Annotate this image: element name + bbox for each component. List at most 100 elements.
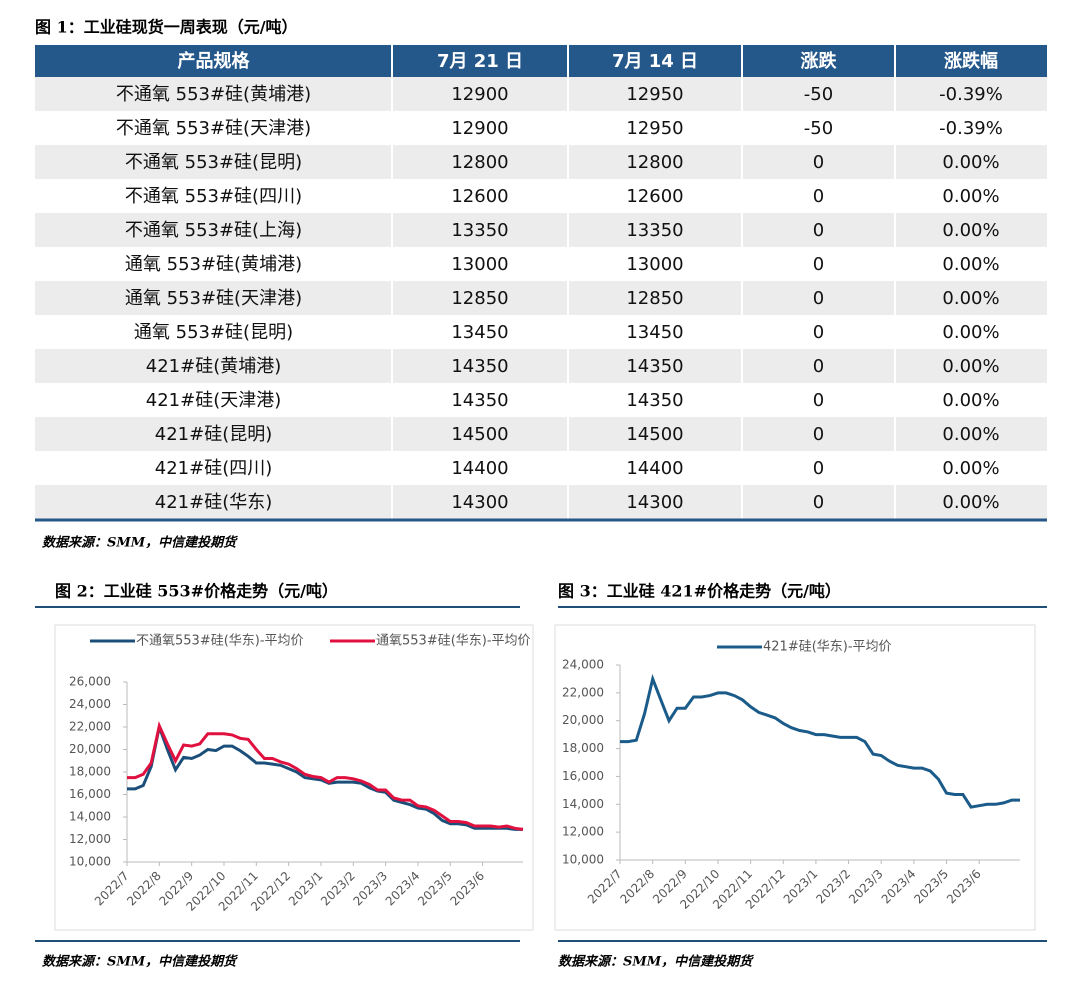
table-header bbox=[35, 45, 1047, 77]
table-cell: 14500 bbox=[451, 424, 508, 445]
table-cell: 14500 bbox=[626, 424, 683, 445]
chart-frame bbox=[54, 624, 534, 931]
table-cell: 通氧 553#硅(黄埔港) bbox=[125, 254, 302, 275]
table-row bbox=[35, 451, 1047, 485]
table-cell: 12600 bbox=[451, 186, 508, 207]
table-row bbox=[35, 417, 1047, 451]
table-cell: 12950 bbox=[626, 118, 683, 139]
table-cell: 12900 bbox=[451, 118, 508, 139]
legend-label: 421#硅(华东)-平均价 bbox=[763, 640, 892, 655]
table-cell: 0.00% bbox=[942, 254, 999, 275]
table-row bbox=[35, 213, 1047, 247]
table-cell: 0 bbox=[813, 220, 824, 241]
table-cell: 0 bbox=[813, 492, 824, 513]
table-row bbox=[35, 383, 1047, 417]
header-cell: 涨跌幅 bbox=[944, 50, 998, 72]
y-tick-label: 22,000 bbox=[562, 685, 604, 699]
table-cell: 13350 bbox=[626, 220, 683, 241]
y-tick-label: 12,000 bbox=[69, 832, 111, 846]
y-tick-label: 24,000 bbox=[562, 658, 604, 672]
table-cell: 0.00% bbox=[942, 356, 999, 377]
table-cell: 12850 bbox=[626, 288, 683, 309]
table-cell: 14350 bbox=[626, 356, 683, 377]
table-cell: 0 bbox=[813, 458, 824, 479]
x-tick-label: 2022/8 bbox=[617, 867, 657, 907]
table-cell: 14350 bbox=[451, 390, 508, 411]
table-source: 数据来源：SMM，中信建投期货 bbox=[42, 535, 238, 551]
table-row bbox=[35, 247, 1047, 281]
x-tick-label: 2022/7 bbox=[585, 867, 625, 907]
table-cell: 0.00% bbox=[942, 288, 999, 309]
chart-title: 图 3：工业硅 421#价格走势（元/吨） bbox=[558, 582, 841, 601]
table-title: 图 1：工业硅现货一周表现（元/吨） bbox=[35, 18, 298, 37]
table-cell: 通氧 553#硅(昆明) bbox=[134, 322, 293, 343]
table-cell: 13000 bbox=[626, 254, 683, 275]
x-tick-label: 2022/8 bbox=[124, 869, 164, 909]
table-cell: 12800 bbox=[451, 152, 508, 173]
x-tick-label: 2023/2 bbox=[813, 867, 853, 907]
y-tick-label: 14,000 bbox=[562, 797, 604, 811]
y-tick-label: 20,000 bbox=[562, 713, 604, 727]
table-cell: 421#硅(天津港) bbox=[146, 390, 281, 411]
table-row bbox=[35, 145, 1047, 179]
table-cell: 0 bbox=[813, 356, 824, 377]
table-cell: 13450 bbox=[626, 322, 683, 343]
table-cell: 0 bbox=[813, 322, 824, 343]
table-row bbox=[35, 111, 1047, 145]
chart-title: 图 2：工业硅 553#价格走势（元/吨） bbox=[55, 582, 338, 601]
table-cell: 0.00% bbox=[942, 322, 999, 343]
table-row bbox=[35, 281, 1047, 315]
table-cell: 13350 bbox=[451, 220, 508, 241]
table-row bbox=[35, 77, 1047, 111]
y-tick-label: 12,000 bbox=[562, 825, 604, 839]
y-tick-label: 18,000 bbox=[562, 741, 604, 755]
y-tick-label: 10,000 bbox=[69, 855, 111, 869]
table-cell: 不通氧 553#硅(昆明) bbox=[125, 152, 302, 173]
table-row bbox=[35, 179, 1047, 213]
table-cell: 12950 bbox=[626, 84, 683, 105]
table-cell: 12900 bbox=[451, 84, 508, 105]
table-row bbox=[35, 315, 1047, 349]
y-tick-label: 18,000 bbox=[69, 765, 111, 779]
y-tick-label: 24,000 bbox=[69, 697, 111, 711]
table-cell: 0 bbox=[813, 152, 824, 173]
table-row bbox=[35, 485, 1047, 519]
header-cell: 7月 21 日 bbox=[437, 51, 523, 72]
series-line bbox=[127, 721, 524, 831]
y-tick-label: 16,000 bbox=[562, 769, 604, 783]
table-cell: 通氧 553#硅(天津港) bbox=[125, 288, 302, 309]
chart-frame bbox=[554, 624, 1036, 931]
table-cell: 0.00% bbox=[942, 390, 999, 411]
table-cell: 421#硅(黄埔港) bbox=[146, 356, 281, 377]
table-cell: 0 bbox=[813, 390, 824, 411]
x-tick-label: 2023/6 bbox=[447, 869, 487, 909]
table-cell: 0.00% bbox=[942, 492, 999, 513]
x-tick-label: 2023/6 bbox=[944, 867, 984, 907]
table-cell: -0.39% bbox=[939, 84, 1003, 105]
header-cell: 产品规格 bbox=[178, 50, 251, 72]
header-cell: 7月 14 日 bbox=[612, 51, 698, 72]
table-cell: 0.00% bbox=[942, 458, 999, 479]
y-tick-label: 20,000 bbox=[69, 742, 111, 756]
table-cell: 0.00% bbox=[942, 152, 999, 173]
header-cell: 涨跌 bbox=[801, 50, 838, 72]
table-cell: 不通氧 553#硅(黄埔港) bbox=[116, 84, 311, 105]
table-cell: 14350 bbox=[451, 356, 508, 377]
table-cell: 不通氧 553#硅(上海) bbox=[125, 220, 302, 241]
table-cell: 不通氧 553#硅(天津港) bbox=[116, 118, 311, 139]
table-cell: 不通氧 553#硅(四川) bbox=[125, 186, 302, 207]
x-tick-label: 2023/1 bbox=[781, 867, 821, 907]
table-cell: 421#硅(四川) bbox=[155, 458, 272, 479]
x-tick-label: 2023/4 bbox=[383, 869, 423, 909]
x-tick-label: 2022/7 bbox=[92, 869, 132, 909]
table-cell: 0.00% bbox=[942, 424, 999, 445]
table-cell: -50 bbox=[804, 118, 833, 139]
table-cell: -50 bbox=[804, 84, 833, 105]
x-tick-label: 2023/5 bbox=[415, 869, 455, 909]
legend-label: 不通氧553#硅(华东)-平均价 bbox=[136, 634, 304, 649]
y-tick-label: 14,000 bbox=[69, 810, 111, 824]
y-tick-label: 10,000 bbox=[562, 853, 604, 867]
x-tick-label: 2023/3 bbox=[846, 867, 886, 907]
